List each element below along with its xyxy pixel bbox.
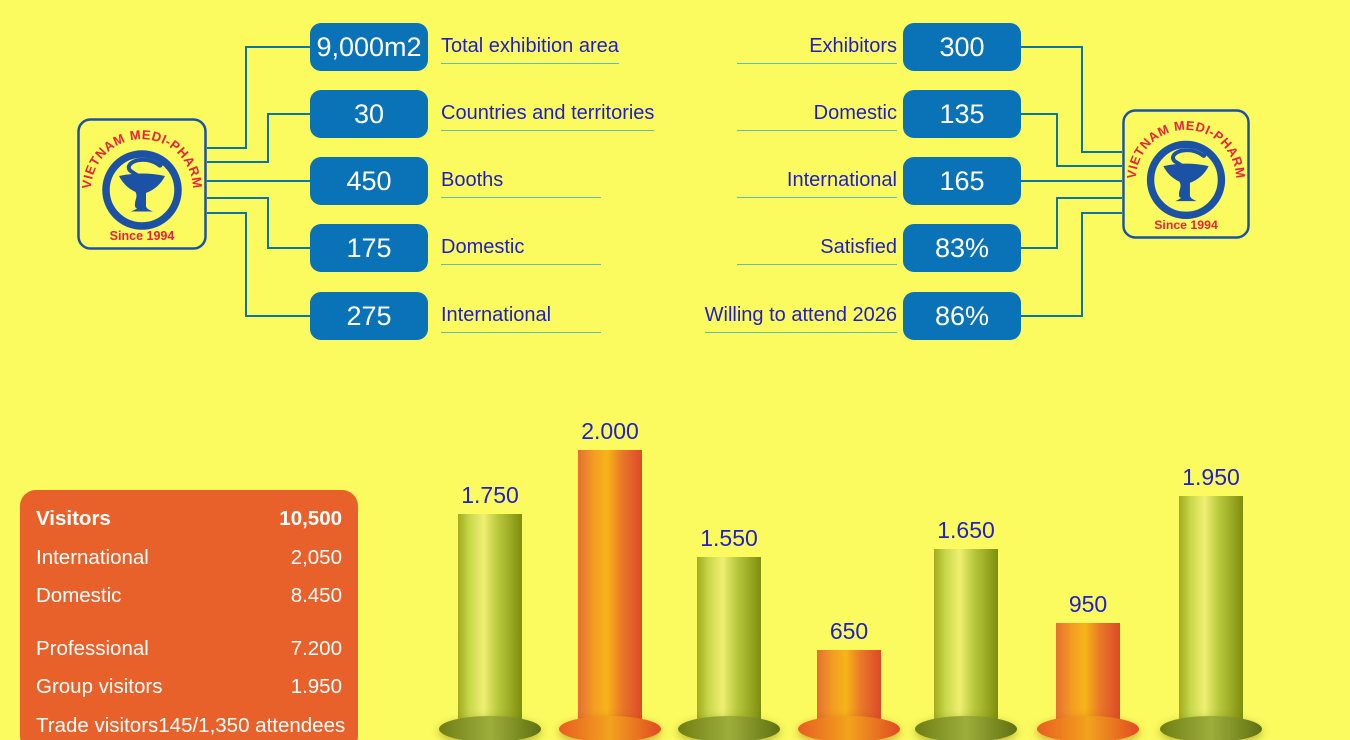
panel-row-domestic: Domestic 8.450 bbox=[36, 577, 342, 616]
bar-value-label: 950 bbox=[1068, 591, 1108, 617]
stat-label-domestic-booths: Domestic bbox=[441, 235, 601, 265]
stat-label-exhibition-area: Total exhibition area bbox=[441, 34, 619, 64]
logo-ring bbox=[102, 150, 182, 230]
bar-cylinder bbox=[934, 549, 998, 726]
panel-label: Visitors bbox=[36, 507, 111, 530]
bar-cylinder bbox=[1179, 496, 1243, 726]
panel-value: 2,050 bbox=[290, 545, 342, 569]
stat-pill-intl-booths: 275 bbox=[310, 292, 428, 340]
panel-value: 8.450 bbox=[290, 584, 342, 607]
panel-row-group-visitors: Group visitors 1.950 bbox=[36, 668, 342, 707]
bar-cylinder bbox=[578, 450, 642, 726]
stat-label-booths: Booths bbox=[441, 168, 601, 198]
bar-base-ellipse bbox=[1037, 716, 1139, 740]
bowl-of-hygieia-icon bbox=[119, 157, 165, 212]
bar-value-label: 1.550 bbox=[700, 525, 758, 551]
panel-label: Professional bbox=[36, 636, 149, 660]
panel-label: Group visitors bbox=[36, 675, 163, 698]
medi-pharm-logo-left: VIETNAM MEDI-PHARM Since 1994 bbox=[77, 118, 207, 250]
stat-label-satisfied: Satisfied bbox=[737, 235, 897, 265]
stat-pill-intl-exh: 165 bbox=[903, 157, 1021, 205]
bar-cylinder bbox=[697, 557, 761, 726]
panel-label: International bbox=[36, 545, 149, 569]
stat-pill-exhibition-area: 9,000m2 bbox=[310, 23, 428, 71]
stat-label-countries: Countries and territories bbox=[441, 101, 655, 131]
bar-base-ellipse bbox=[678, 716, 780, 740]
stat-pill-willing-2026: 86% bbox=[903, 292, 1021, 340]
bar-value-label: 650 bbox=[829, 618, 869, 644]
bowl-of-hygieia-icon bbox=[1163, 148, 1209, 202]
stat-pill-countries: 30 bbox=[310, 90, 428, 138]
medi-pharm-logo-right: VIETNAM MEDI-PHARM Since 1994 bbox=[1122, 109, 1250, 239]
panel-row-international: International 2,050 bbox=[36, 539, 342, 578]
stat-label-domestic-exh: Domestic bbox=[737, 101, 897, 131]
stat-pill-booths: 450 bbox=[310, 157, 428, 205]
bar-value-label: 1.650 bbox=[937, 517, 995, 543]
bar-cylinder bbox=[817, 650, 881, 726]
panel-row-professional: Professional 7.200 bbox=[36, 630, 342, 669]
bar-value-label: 1.750 bbox=[461, 482, 519, 508]
stat-label-intl-booths: International bbox=[441, 303, 601, 333]
panel-row-visitors: Visitors 10,500 bbox=[36, 500, 342, 539]
bar-base-ellipse bbox=[1160, 716, 1262, 740]
stat-pill-domestic-exh: 135 bbox=[903, 90, 1021, 138]
bar-cylinder bbox=[1056, 623, 1120, 726]
logo-since-text: Since 1994 bbox=[1154, 218, 1218, 232]
panel-value: 7.200 bbox=[290, 636, 342, 660]
logo-since-text: Since 1994 bbox=[110, 229, 175, 243]
panel-row-trade-visitors: Trade visitors 145/1,350 attendees bbox=[36, 707, 346, 740]
bar-value-label: 1.950 bbox=[1182, 464, 1240, 490]
panel-label: Domestic bbox=[36, 584, 122, 607]
bar-base-ellipse bbox=[439, 716, 541, 740]
bar-base-ellipse bbox=[915, 716, 1017, 740]
stat-pill-satisfied: 83% bbox=[903, 224, 1021, 272]
panel-label: Trade visitors bbox=[36, 713, 159, 737]
panel-value: 1.950 bbox=[290, 675, 342, 698]
logo-ring bbox=[1146, 140, 1226, 220]
bar-cylinder bbox=[458, 514, 522, 726]
stat-pill-domestic-booths: 175 bbox=[310, 224, 428, 272]
stat-pill-exhibitors: 300 bbox=[903, 23, 1021, 71]
panel-value: 10,500 bbox=[279, 507, 342, 530]
stat-label-willing-2026: Willing to attend 2026 bbox=[704, 303, 897, 333]
stat-label-exhibitors: Exhibitors bbox=[737, 34, 897, 64]
panel-value: 145/1,350 attendees bbox=[158, 713, 346, 737]
bar-base-ellipse bbox=[559, 716, 661, 740]
visitors-summary-panel: Visitors 10,500 International 2,050 Dome… bbox=[20, 490, 358, 740]
bar-value-label: 2.000 bbox=[581, 418, 639, 444]
bar-base-ellipse bbox=[798, 716, 900, 740]
stat-label-intl-exh: International bbox=[737, 168, 897, 198]
